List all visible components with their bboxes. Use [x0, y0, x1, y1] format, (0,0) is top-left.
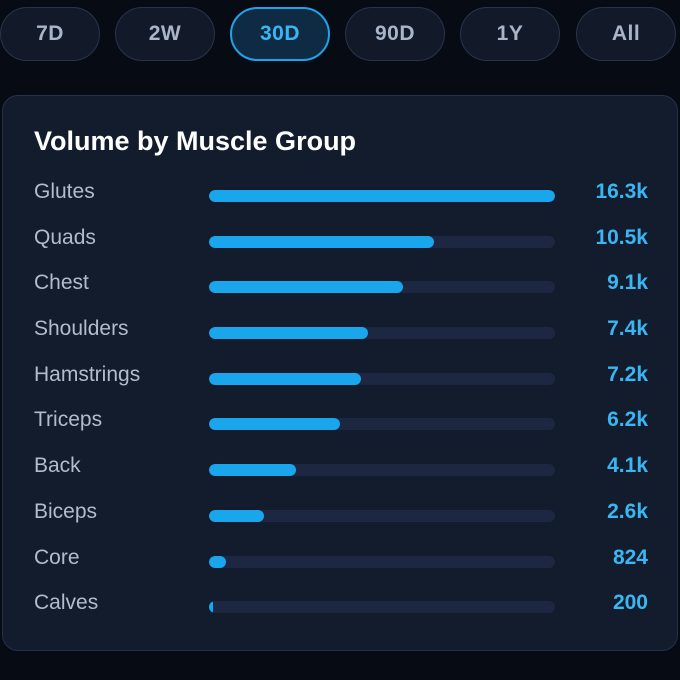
volume-value: 824	[612, 545, 648, 569]
volume-bar-track	[209, 190, 555, 202]
volume-bar-fill	[209, 509, 264, 522]
volume-bar-fill	[209, 418, 340, 431]
volume-bar-track	[209, 327, 555, 340]
muscle-row-core: Core 824	[3, 537, 679, 583]
volume-bar-fill	[209, 281, 403, 294]
range-tab-90d[interactable]: 90D	[345, 7, 445, 61]
muscle-label: Glutes	[34, 180, 95, 203]
muscle-row-chest: Chest 9.1k	[3, 262, 679, 308]
muscle-row-back: Back 4.1k	[3, 445, 679, 491]
volume-bar-track	[209, 464, 555, 477]
volume-bar-track	[209, 235, 555, 248]
muscle-label: Core	[34, 545, 80, 569]
volume-value: 9.1k	[607, 271, 648, 295]
range-tab-1y[interactable]: 1Y	[460, 7, 560, 61]
card-title: Volume by Muscle Group	[34, 126, 357, 156]
muscle-label: Biceps	[34, 499, 98, 523]
volume-value: 7.2k	[607, 362, 648, 386]
volume-bar-fill	[209, 235, 434, 248]
volume-bar-track	[209, 418, 555, 431]
range-tab-2w[interactable]: 2W	[115, 7, 215, 61]
muscle-label: Triceps	[34, 408, 103, 432]
volume-bar-track	[209, 281, 555, 294]
volume-card: Volume by Muscle Group Glutes 16.3k Quad…	[2, 95, 678, 651]
volume-value: 7.4k	[607, 317, 648, 341]
volume-bar-fill	[209, 555, 226, 568]
volume-value: 10.5k	[595, 225, 648, 249]
volume-value: 2.6k	[607, 499, 648, 523]
range-tab-all[interactable]: All	[576, 7, 676, 61]
muscle-label: Calves	[34, 591, 99, 615]
volume-bar-fill	[209, 372, 361, 385]
muscle-label: Shoulders	[34, 317, 129, 341]
volume-bar-fill	[209, 601, 213, 614]
volume-bar-fill	[209, 190, 555, 202]
muscle-row-quads: Quads 10.5k	[3, 217, 679, 263]
volume-bar-track	[209, 601, 555, 614]
muscle-row-triceps: Triceps 6.2k	[3, 399, 679, 445]
volume-value: 16.3k	[595, 180, 648, 203]
muscle-label: Chest	[34, 271, 89, 295]
muscle-row-hamstrings: Hamstrings 7.2k	[3, 354, 679, 400]
range-tab-30d[interactable]: 30D	[230, 7, 330, 61]
muscle-row-biceps: Biceps 2.6k	[3, 491, 679, 537]
volume-bar-track	[209, 372, 555, 385]
muscle-row-glutes: Glutes 16.3k	[3, 171, 679, 217]
muscle-label: Back	[34, 454, 81, 478]
range-tab-7d[interactable]: 7D	[0, 7, 100, 61]
volume-value: 200	[612, 591, 648, 615]
volume-value: 4.1k	[607, 454, 648, 478]
time-range-selector: 7D 2W 30D 90D 1Y All	[0, 7, 680, 63]
muscle-row-shoulders: Shoulders 7.4k	[3, 308, 679, 354]
muscle-row-calves: Calves 200	[3, 582, 679, 628]
volume-bar-fill	[209, 327, 368, 340]
muscle-label: Quads	[34, 225, 96, 249]
volume-value: 6.2k	[607, 408, 648, 432]
volume-bar-fill	[209, 464, 296, 477]
volume-bar-track	[209, 509, 555, 522]
muscle-label: Hamstrings	[34, 362, 141, 386]
volume-bar-track	[209, 555, 555, 568]
muscle-group-list: Glutes 16.3k Quads 10.5k Chest 9.1k Shou…	[3, 171, 679, 628]
